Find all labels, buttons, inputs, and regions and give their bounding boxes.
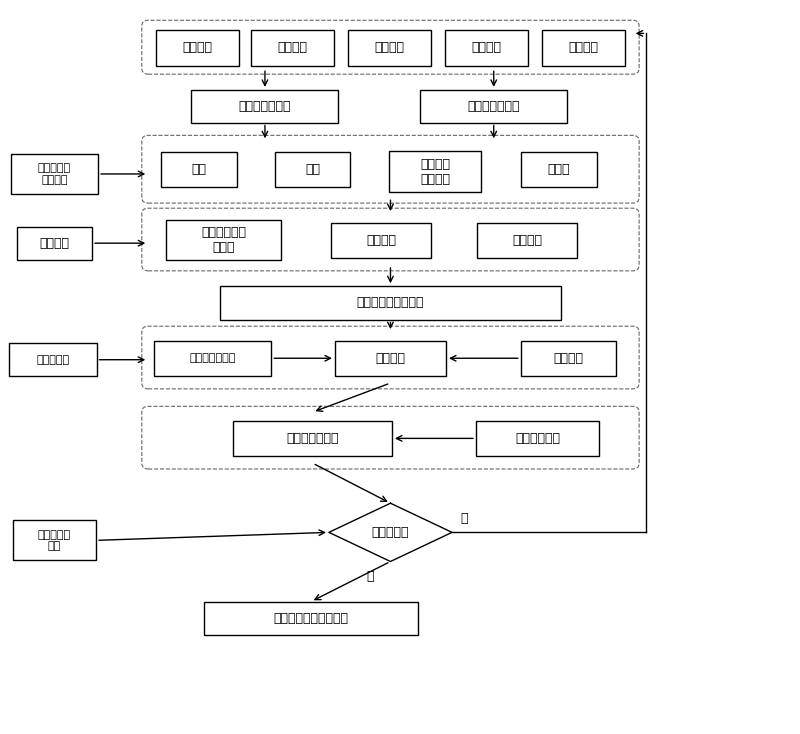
Bar <box>335 341 446 376</box>
Bar <box>154 341 271 376</box>
Bar <box>204 602 418 635</box>
Bar <box>542 30 626 66</box>
Text: 设计车速: 设计车速 <box>278 41 308 54</box>
Text: 圆曲线参数选择: 圆曲线参数选择 <box>286 432 339 445</box>
Bar <box>420 90 567 123</box>
Text: 曲线最小
行驶时间: 曲线最小 行驶时间 <box>420 158 450 186</box>
Bar <box>521 341 616 376</box>
Text: 满足要求？: 满足要求？ <box>372 526 410 539</box>
Bar <box>220 286 562 319</box>
Bar <box>166 220 282 261</box>
Text: 换道规则: 换道规则 <box>512 233 542 247</box>
Text: 生成规则: 生成规则 <box>39 236 70 250</box>
Text: 参数输出，
确定: 参数输出， 确定 <box>38 529 71 551</box>
Bar <box>476 421 599 456</box>
Text: 舒适性: 舒适性 <box>548 163 570 176</box>
Bar <box>9 344 97 376</box>
Bar <box>275 152 350 187</box>
Bar <box>348 30 431 66</box>
Bar <box>156 30 239 66</box>
Text: 圆曲线半径范围: 圆曲线半径范围 <box>238 100 291 113</box>
Text: 安全型、舒适
性规则: 安全型、舒适 性规则 <box>201 226 246 254</box>
Text: 通行能力: 通行能力 <box>554 352 583 365</box>
Text: 跟驰规则: 跟驰规则 <box>366 233 396 247</box>
Text: 元胞自动机模型价真: 元胞自动机模型价真 <box>357 297 424 310</box>
Text: 安全型、舒适性: 安全型、舒适性 <box>190 353 236 363</box>
Bar <box>10 154 98 194</box>
Text: 车型比例: 车型比例 <box>182 41 213 54</box>
Text: 价真及评价: 价真及评价 <box>36 355 70 365</box>
Text: 圆曲线半径、弧长确定: 圆曲线半径、弧长确定 <box>274 612 349 625</box>
Bar <box>251 30 334 66</box>
Bar <box>191 90 338 123</box>
Text: 红线范围: 红线范围 <box>471 41 502 54</box>
Bar <box>13 520 96 560</box>
Bar <box>233 421 392 456</box>
Bar <box>17 227 92 260</box>
Text: 道路等级: 道路等级 <box>374 41 405 54</box>
Text: 甩尾: 甩尾 <box>305 163 320 176</box>
Bar <box>331 222 430 258</box>
Text: 其他条件限制: 其他条件限制 <box>515 432 560 445</box>
Text: 是: 是 <box>367 570 374 584</box>
Bar <box>478 222 577 258</box>
Bar <box>162 152 237 187</box>
Bar <box>390 151 481 192</box>
Bar <box>445 30 528 66</box>
Text: 交通环境: 交通环境 <box>569 41 598 54</box>
Text: 侧滑: 侧滑 <box>191 163 206 176</box>
Text: 圆曲线弧长范围: 圆曲线弧长范围 <box>467 100 520 113</box>
Bar <box>521 152 597 187</box>
Text: 价真评价: 价真评价 <box>375 352 406 365</box>
Text: 安全性，舒
适性分析: 安全性，舒 适性分析 <box>38 163 71 185</box>
Text: 否: 否 <box>460 512 467 525</box>
